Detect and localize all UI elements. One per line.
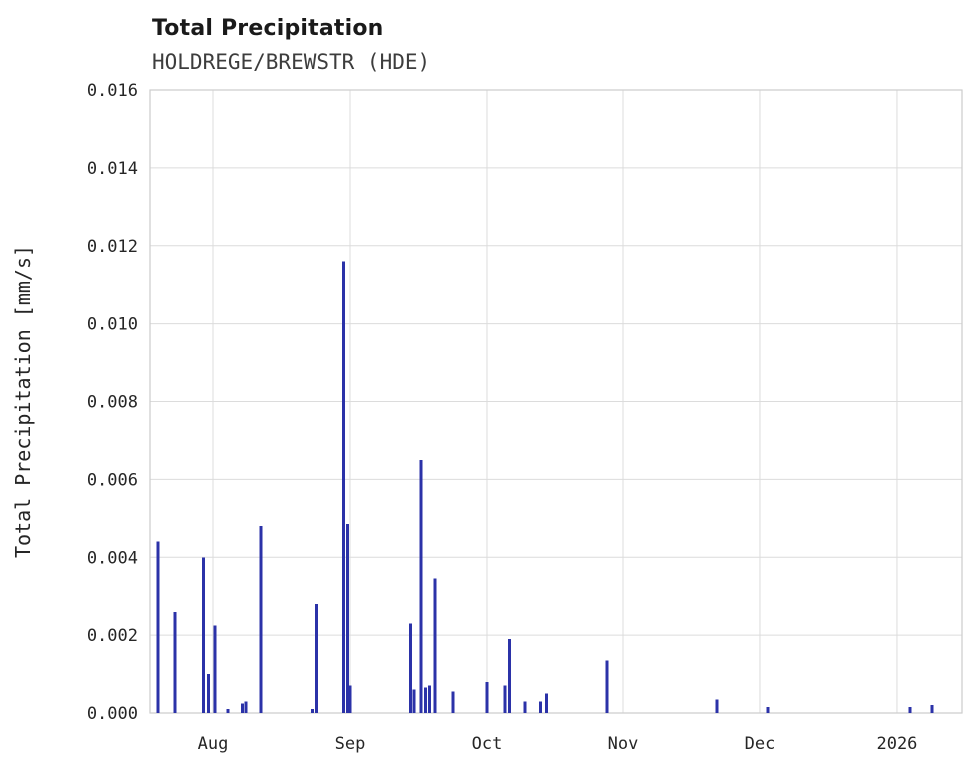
x-tick-label: Oct bbox=[472, 734, 503, 754]
precip-bar bbox=[156, 541, 160, 713]
precip-bar bbox=[539, 701, 543, 713]
y-axis-label: Total Precipitation [mm/s] bbox=[11, 245, 35, 558]
x-tick-label: Aug bbox=[198, 734, 229, 754]
x-tick-label: Nov bbox=[608, 734, 639, 754]
precip-bar bbox=[508, 639, 512, 713]
y-tick-label: 0.000 bbox=[87, 704, 138, 724]
precip-bar bbox=[451, 691, 455, 713]
y-tick-label: 0.004 bbox=[87, 548, 138, 568]
chart-title: Total Precipitation bbox=[152, 16, 384, 41]
precip-bar bbox=[766, 707, 770, 713]
precip-bar bbox=[173, 611, 177, 713]
y-tick-label: 0.014 bbox=[87, 159, 138, 179]
precip-bar bbox=[409, 623, 413, 713]
precip-bar bbox=[605, 660, 609, 713]
y-tick-label: 0.016 bbox=[87, 81, 138, 101]
precip-bar bbox=[715, 699, 719, 713]
precip-bar bbox=[341, 261, 345, 713]
x-tick-label: Dec bbox=[745, 734, 776, 754]
precip-bar bbox=[314, 603, 318, 713]
chart-subtitle: HOLDREGE/BREWSTR (HDE) bbox=[152, 50, 431, 74]
x-tick-label: 2026 bbox=[876, 734, 917, 754]
plot-border bbox=[149, 89, 963, 714]
precip-bar bbox=[226, 709, 230, 713]
precip-bar bbox=[503, 685, 507, 713]
precip-bar bbox=[433, 578, 437, 713]
precip-bar bbox=[427, 685, 431, 713]
precip-bar bbox=[241, 703, 245, 713]
precip-bar bbox=[485, 681, 489, 713]
y-tick-label: 0.008 bbox=[87, 393, 138, 413]
precip-bar bbox=[412, 689, 416, 713]
precip-bar bbox=[206, 674, 210, 713]
precip-bar bbox=[310, 709, 314, 713]
precip-bar bbox=[345, 524, 349, 713]
precip-bar bbox=[908, 707, 912, 713]
y-tick-label: 0.006 bbox=[87, 470, 138, 490]
precip-bar bbox=[930, 705, 934, 713]
precip-bar bbox=[202, 557, 206, 713]
precip-bar bbox=[348, 685, 352, 713]
y-tick-label: 0.010 bbox=[87, 315, 138, 335]
precip-bar bbox=[259, 526, 263, 713]
precip-bar bbox=[544, 693, 548, 713]
precip-bar bbox=[423, 687, 427, 713]
precip-bar bbox=[523, 701, 527, 713]
y-tick-label: 0.012 bbox=[87, 237, 138, 257]
x-tick-label: Sep bbox=[335, 734, 366, 754]
precip-bar bbox=[419, 459, 423, 713]
y-tick-label: 0.002 bbox=[87, 626, 138, 646]
precip-bar bbox=[213, 625, 217, 713]
precip-bar bbox=[244, 701, 248, 713]
